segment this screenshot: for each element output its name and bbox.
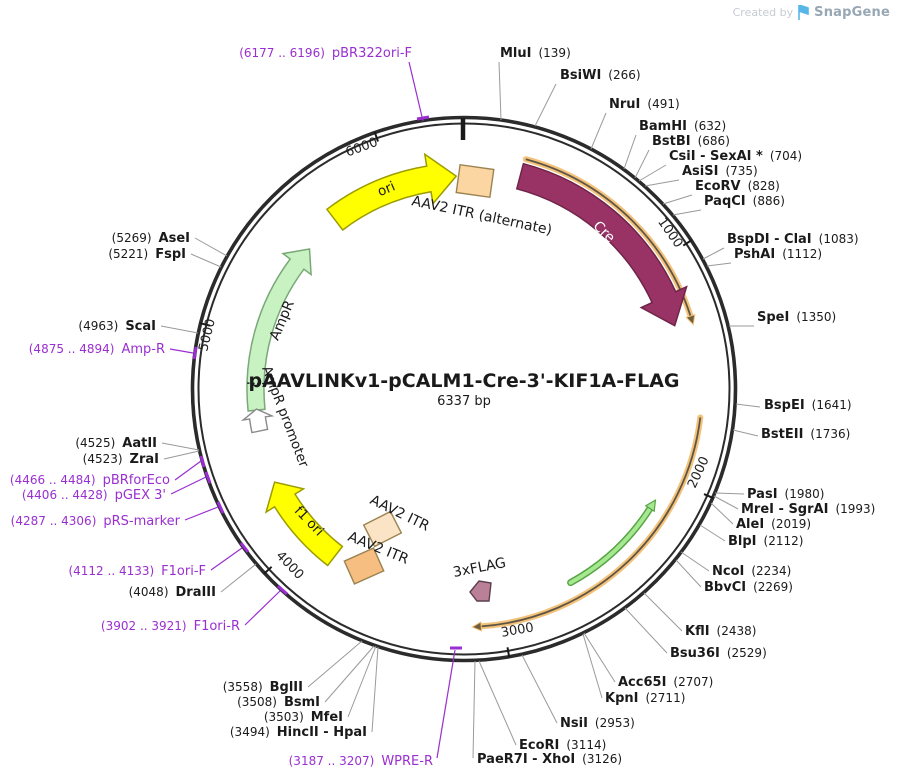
aav2-itr-upper-box [362, 510, 403, 548]
ampr-gene-arrow [246, 248, 312, 412]
green-arrow-feature [567, 498, 657, 587]
enzyme-label: PshAI (1112) [734, 247, 822, 262]
enzyme-label: BstEII (1736) [761, 427, 850, 442]
enzyme-label: BamHI (632) [639, 119, 726, 134]
enzyme-label: BbvCI (2269) [704, 580, 793, 595]
plasmid-size: 6337 bp [437, 394, 491, 409]
enzyme-label: (4523) ZraI [83, 452, 159, 467]
snapgene-logo-icon [798, 5, 809, 20]
enzyme-label: EcoRV (828) [695, 179, 780, 194]
enzyme-label: NcoI (2234) [712, 564, 791, 579]
primer-labels: (6177 .. 6196) pBR322ori-F (4875 .. 4894)… [10, 46, 433, 769]
enzyme-label: (5269) AseI [112, 231, 190, 246]
f1-ori-arrow [264, 481, 344, 567]
orange-arc-arrowhead [471, 621, 483, 632]
enzyme-label: AsiSI (735) [682, 164, 758, 179]
orange-arc-downstream [471, 414, 704, 632]
watermark: Created by SnapGene [733, 5, 890, 20]
tick-label-6000: 6000 [344, 135, 380, 160]
primer-label: (6177 .. 6196) pBR322ori-F [239, 46, 412, 61]
aav2-itr-lower-box [343, 547, 385, 585]
enzyme-label: AleI (2019) [736, 517, 811, 532]
enzyme-label: PasI (1980) [747, 487, 824, 502]
orange-arc-arrowhead [685, 313, 696, 326]
enzyme-labels-left: (5269) AseI (5221) FspI (4963) ScaI (4525) A… [75, 231, 367, 740]
enzyme-label: MreI - SgrAI (1993) [741, 502, 875, 517]
enzyme-label: KpnI (2711) [605, 691, 685, 706]
cre-gene-arrow [515, 162, 688, 327]
enzyme-label: Acc65I (2707) [618, 675, 713, 690]
enzyme-label: (5221) FspI [108, 247, 186, 262]
ori-arrow [325, 152, 458, 232]
enzyme-label: (3503) MfeI [264, 710, 343, 725]
green-arrow-arrowhead [644, 498, 657, 513]
enzyme-label: SpeI (1350) [757, 310, 836, 325]
flag-tag-arrow [469, 580, 492, 602]
aav2-itr-alternate-label: AAV2 ITR (alternate) [410, 193, 553, 238]
primer-marks [169, 61, 462, 759]
primer-label: (3902 .. 3921) F1ori-R [101, 619, 240, 634]
enzyme-label: (4525) AatII [75, 436, 157, 451]
primer-label: (4406 .. 4428) pGEX 3' [22, 488, 166, 503]
ori-label: ori [375, 179, 397, 201]
watermark-brand: SnapGene [814, 5, 890, 20]
enzyme-labels-right: MluI (139) BsiWI (266) NruI (491) BamHI (632… [477, 46, 875, 767]
enzyme-label: (4963) ScaI [78, 319, 156, 334]
enzyme-label: (4048) DraIII [129, 585, 216, 600]
enzyme-label: BlpI (2112) [728, 534, 803, 549]
watermark-created-by: Created by [732, 6, 794, 19]
enzyme-label: EcoRI (3114) [519, 738, 606, 753]
enzyme-label: KflI (2438) [685, 624, 756, 639]
enzyme-label: NsiI (2953) [560, 716, 635, 731]
enzyme-label: MluI (139) [500, 46, 571, 61]
primer-label: (4466 .. 4484) pBRforEco [10, 473, 170, 488]
enzyme-label: BspEI (1641) [764, 398, 852, 413]
ampr-promoter-arrow [240, 408, 275, 434]
primer-label: (3187 .. 3207) WPRE-R [289, 754, 433, 769]
enzyme-label: BspDI - ClaI (1083) [727, 232, 859, 247]
tick-label-1000: 1000 [654, 215, 685, 251]
enzyme-label: PaeR7I - XhoI (3126) [477, 752, 622, 767]
enzyme-label: (3508) BsmI [237, 695, 320, 710]
enzyme-leader-lines [160, 61, 761, 759]
enzyme-label: (3558) BglII [223, 680, 303, 695]
flag-tag-label: 3xFLAG [452, 555, 508, 581]
enzyme-label: CsiI - SexAI * (704) [669, 149, 802, 164]
enzyme-label: BstBI (686) [652, 134, 730, 149]
primer-label: (4875 .. 4894) Amp-R [29, 342, 165, 357]
plasmid-title: pAAVLINKv1-pCALM1-Cre-3'-KIF1A-FLAG [248, 370, 679, 392]
enzyme-label: Bsu36I (2529) [670, 646, 767, 661]
enzyme-label: PaqCI (886) [704, 194, 785, 209]
primer-label: (4287 .. 4306) pRS-marker [11, 514, 181, 529]
aav2-itr-alternate-box [455, 163, 495, 199]
primer-label: (4112 .. 4133) F1ori-F [68, 564, 206, 579]
enzyme-label: BsiWI (266) [560, 68, 641, 83]
orange-arc-upstream [522, 156, 696, 326]
enzyme-label: (3494) HincII - HpaI [230, 725, 367, 740]
enzyme-label: NruI (491) [609, 97, 680, 112]
